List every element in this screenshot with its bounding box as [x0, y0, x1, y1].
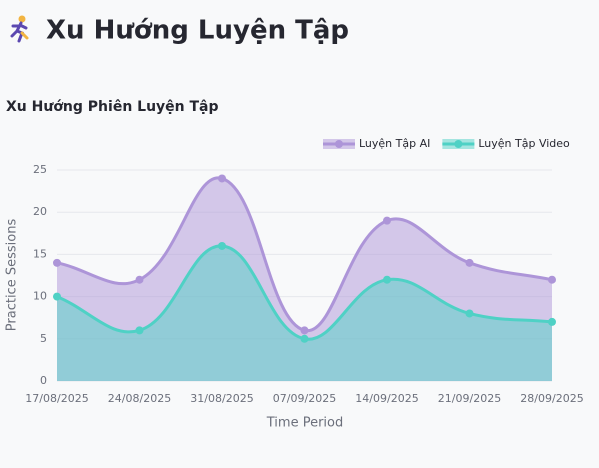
- x-tick-label: 31/08/2025: [190, 392, 253, 405]
- x-tick-label: 07/09/2025: [273, 392, 336, 405]
- y-tick-label: 15: [33, 247, 47, 260]
- legend-label: Luyện Tập Video: [478, 137, 570, 150]
- point: [300, 326, 309, 335]
- point: [465, 309, 474, 318]
- x-tick-label: 24/08/2025: [108, 392, 171, 405]
- point: [135, 326, 144, 335]
- point: [548, 317, 556, 326]
- x-tick-label: 28/09/2025: [520, 392, 583, 405]
- point: [218, 174, 226, 183]
- area: [57, 245, 552, 381]
- legend-point: [454, 140, 463, 148]
- chart-title: Xu Hướng Phiên Luyện Tập: [6, 99, 219, 115]
- y-tick-label: 25: [33, 163, 47, 176]
- y-tick-label: 5: [40, 332, 47, 345]
- x-axis-title: Time Period: [266, 416, 343, 431]
- y-tick-label: 10: [33, 290, 47, 303]
- x-tick-label: 17/08/2025: [25, 392, 88, 405]
- point: [465, 258, 474, 267]
- point: [53, 292, 61, 301]
- legend-label: Luyện Tập AI: [359, 137, 430, 150]
- legend-point: [335, 140, 343, 148]
- point: [300, 334, 309, 343]
- x-tick-label: 14/09/2025: [355, 392, 418, 405]
- y-tick-label: 20: [33, 205, 47, 218]
- x-tick-label: 21/09/2025: [438, 392, 501, 405]
- point: [135, 275, 144, 284]
- point: [383, 275, 391, 284]
- title-icon: [10, 15, 29, 43]
- point: [53, 258, 61, 267]
- y-tick-label: 0: [40, 374, 47, 387]
- point: [548, 275, 556, 284]
- page-title: Xu Hướng Luyện Tập: [46, 16, 349, 46]
- point: [383, 216, 391, 225]
- y-axis-title: Practice Sessions: [5, 219, 20, 332]
- point: [218, 241, 226, 250]
